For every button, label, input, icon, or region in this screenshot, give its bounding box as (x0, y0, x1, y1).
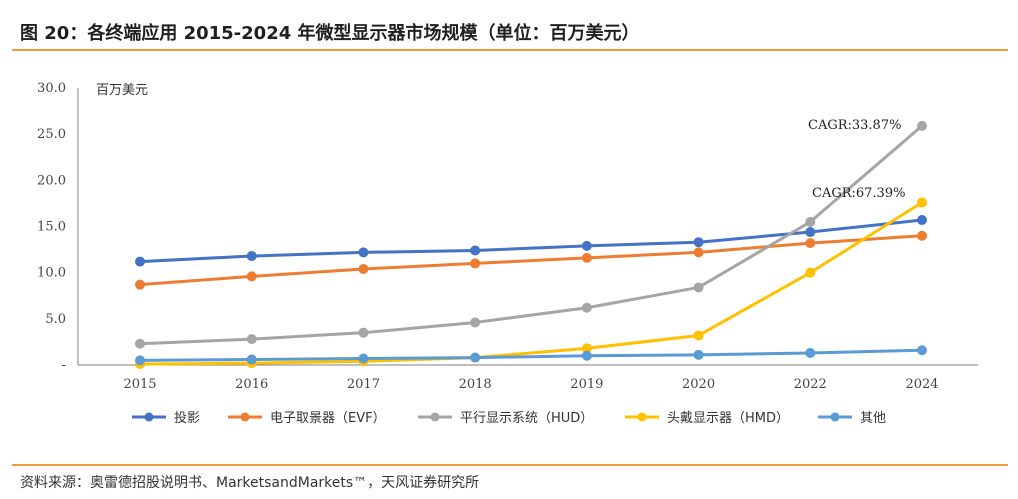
series-point (805, 347, 816, 358)
chart-series (135, 120, 927, 370)
series-point (805, 216, 816, 227)
source-note: 资料来源：奥雷德招股说明书、MarketsandMarkets™，天风证券研究所 (20, 475, 480, 491)
bottom-divider (12, 464, 1008, 466)
series-line (138, 124, 924, 346)
legend-label: 电子取景器（EVF） (270, 411, 386, 426)
series-point (246, 271, 257, 282)
series-point (581, 252, 592, 263)
series-point (470, 317, 481, 328)
series-point (805, 238, 816, 249)
legend-marker (144, 412, 154, 422)
series-point (805, 227, 816, 238)
y-tick-label: 20.0 (37, 173, 66, 188)
series-point (693, 247, 704, 258)
chart-annotations: CAGR:33.87% CAGR:67.39% (808, 118, 905, 201)
series-point (805, 267, 816, 278)
series-line (138, 200, 924, 366)
series-point (358, 353, 369, 364)
x-tick-label: 2024 (905, 377, 938, 392)
x-tick-label: 2022 (794, 377, 827, 392)
x-tick-label: 2020 (682, 377, 715, 392)
series-point (917, 215, 927, 226)
chart-container: 30.0 25.0 20.0 15.0 10.0 5.0 - 2015 2016 2017 2018… (0, 52, 1018, 454)
series-point (581, 350, 592, 361)
x-tick-label: 2018 (459, 377, 492, 392)
series-point (693, 237, 704, 248)
legend-marker (430, 412, 440, 422)
series-point (917, 197, 927, 208)
line-chart: 30.0 25.0 20.0 15.0 10.0 5.0 - 2015 2016 2017 2018… (37, 81, 978, 426)
y-tick-label: 5.0 (45, 312, 66, 327)
y-tick-label: 30.0 (37, 81, 66, 96)
series-point (693, 282, 704, 293)
x-tick-label: 2017 (347, 377, 380, 392)
series-point (135, 279, 145, 290)
legend-marker (830, 412, 840, 422)
series-point (135, 338, 145, 349)
x-tick-label: 2019 (570, 377, 603, 392)
legend-marker (240, 412, 250, 422)
top-divider (12, 49, 1008, 51)
series-point (135, 355, 145, 366)
chart-axes: 30.0 25.0 20.0 15.0 10.0 5.0 - 2015 2016 2017 2018… (37, 81, 978, 392)
series-point (693, 349, 704, 360)
legend-label: 投影 (174, 410, 200, 426)
legend-label: 平行显示系统（HUD） (460, 411, 593, 426)
series-point (581, 302, 592, 313)
series-point (246, 354, 257, 365)
series-point (693, 330, 704, 341)
y-tick-label: 15.0 (37, 220, 66, 235)
series-point (358, 327, 369, 338)
chart-legend: 投影 电子取景器（EVF） 平行显示系统（HUD） 头戴显示器（HMD） 其他 (132, 410, 886, 426)
series-point (470, 245, 481, 256)
y-tick-label: 25.0 (37, 127, 66, 142)
series-point (358, 263, 369, 274)
series-point (917, 230, 927, 241)
series-point (358, 247, 369, 258)
chart-title: 图 20：各终端应用 2015-2024 年微型显示器市场规模（单位：百万美元） (20, 23, 640, 44)
series-line (138, 234, 924, 287)
series-point (246, 334, 257, 345)
series-point (470, 258, 481, 269)
legend-label: 头戴显示器（HMD） (667, 411, 789, 426)
x-tick-label: 2015 (123, 377, 156, 392)
y-axis-unit-label: 百万美元 (96, 83, 148, 98)
series-line (138, 348, 924, 362)
legend-label: 其他 (860, 411, 886, 426)
x-tick-label: 2016 (235, 377, 268, 392)
series-point (917, 120, 927, 131)
series-point (135, 256, 145, 267)
y-tick-label: 10.0 (37, 266, 66, 281)
series-point (581, 240, 592, 251)
cagr-annotation: CAGR:67.39% (812, 186, 905, 201)
cagr-annotation: CAGR:33.87% (808, 118, 901, 133)
series-point (917, 345, 927, 356)
series-point (470, 352, 481, 363)
series-point (246, 251, 257, 262)
legend-marker (637, 412, 647, 422)
y-tick-label: - (62, 358, 66, 373)
